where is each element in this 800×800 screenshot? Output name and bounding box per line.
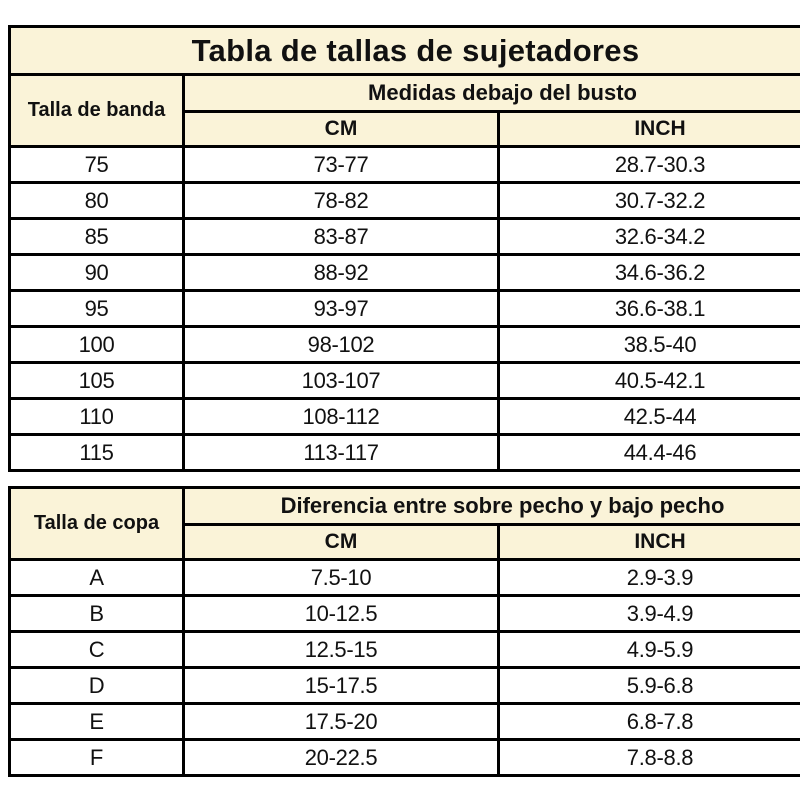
cup-size-table: Talla de copa Diferencia entre sobre pec…: [8, 486, 800, 777]
row-label-cell: F: [8, 738, 185, 777]
cup-group-header: Diferencia entre sobre pecho y bajo pech…: [181, 486, 800, 526]
value-cell: 34.6-36.2: [496, 253, 800, 292]
value-cell: 7.8-8.8: [496, 738, 800, 777]
table-row: 85 83-87 32.6-34.2: [8, 217, 800, 256]
header-row: Talla de banda Medidas debajo del busto: [8, 73, 800, 148]
row-label-cell: 95: [8, 289, 185, 328]
band-cm-column-header: CM: [182, 110, 500, 148]
value-cell: 5.9-6.8: [496, 666, 800, 705]
table-row: 100 98-102 38.5-40: [8, 325, 800, 364]
row-label-cell: 85: [8, 217, 185, 256]
row-label-cell: 80: [8, 181, 185, 220]
value-cell: 42.5-44: [496, 397, 800, 436]
table-row: 90 88-92 34.6-36.2: [8, 253, 800, 292]
table-row: 80 78-82 30.7-32.2: [8, 181, 800, 220]
row-label-cell: E: [8, 702, 185, 741]
table-row: C 12.5-15 4.9-5.9: [8, 630, 800, 669]
header-row: Talla de copa Diferencia entre sobre pec…: [8, 486, 800, 561]
cup-cm-column-header: CM: [182, 523, 500, 561]
table-row: F 20-22.5 7.8-8.8: [8, 738, 800, 777]
unit-header-row: CM INCH: [10, 110, 800, 148]
table-row: A 7.5-10 2.9-3.9: [8, 558, 800, 597]
value-cell: 88-92: [182, 253, 500, 292]
value-cell: 10-12.5: [182, 594, 500, 633]
band-size-table: Tabla de tallas de sujetadores Talla de …: [7, 25, 800, 472]
table-title-row: Tabla de tallas de sujetadores: [7, 25, 800, 76]
band-table-body: 75 73-77 28.7-30.3 80 78-82 30.7-32.2 85 83-87 3…: [8, 145, 800, 472]
value-cell: 28.7-30.3: [496, 145, 800, 184]
value-cell: 36.6-38.1: [496, 289, 800, 328]
value-cell: 4.9-5.9: [496, 630, 800, 669]
row-label-cell: 100: [8, 325, 185, 364]
unit-header-row: CM INCH: [10, 523, 800, 561]
row-label-cell: B: [8, 594, 185, 633]
value-cell: 103-107: [182, 361, 500, 400]
row-label-cell: 75: [8, 145, 185, 184]
page-title: Tabla de tallas de sujetadores: [7, 25, 800, 76]
value-cell: 108-112: [182, 397, 500, 436]
row-label-cell: 90: [8, 253, 185, 292]
cup-inch-column-header: INCH: [496, 523, 800, 561]
value-cell: 38.5-40: [496, 325, 800, 364]
value-cell: 93-97: [182, 289, 500, 328]
table-row: 115 113-117 44.4-46: [8, 433, 800, 472]
row-label-cell: C: [8, 630, 185, 669]
value-cell: 98-102: [182, 325, 500, 364]
row-label-cell: A: [8, 558, 185, 597]
value-cell: 20-22.5: [182, 738, 500, 777]
table-row: E 17.5-20 6.8-7.8: [8, 702, 800, 741]
cup-size-corner-header: Talla de copa: [8, 486, 185, 561]
row-label-cell: 110: [8, 397, 185, 436]
value-cell: 83-87: [182, 217, 500, 256]
cup-table-body: A 7.5-10 2.9-3.9 B 10-12.5 3.9-4.9 C 12.5-15 4.9…: [8, 558, 800, 777]
table-row: 75 73-77 28.7-30.3: [8, 145, 800, 184]
table-row: 95 93-97 36.6-38.1: [8, 289, 800, 328]
value-cell: 15-17.5: [182, 666, 500, 705]
row-label-cell: 105: [8, 361, 185, 400]
table-row: B 10-12.5 3.9-4.9: [8, 594, 800, 633]
table-row: 110 108-112 42.5-44: [8, 397, 800, 436]
value-cell: 32.6-34.2: [496, 217, 800, 256]
table-row: 105 103-107 40.5-42.1: [8, 361, 800, 400]
band-inch-column-header: INCH: [496, 110, 800, 148]
value-cell: 2.9-3.9: [496, 558, 800, 597]
value-cell: 12.5-15: [182, 630, 500, 669]
value-cell: 40.5-42.1: [496, 361, 800, 400]
row-label-cell: D: [8, 666, 185, 705]
value-cell: 73-77: [182, 145, 500, 184]
value-cell: 113-117: [182, 433, 500, 472]
table-row: D 15-17.5 5.9-6.8: [8, 666, 800, 705]
value-cell: 78-82: [182, 181, 500, 220]
value-cell: 7.5-10: [182, 558, 500, 597]
band-group-header: Medidas debajo del busto: [181, 73, 800, 113]
row-label-cell: 115: [8, 433, 185, 472]
value-cell: 6.8-7.8: [496, 702, 800, 741]
value-cell: 44.4-46: [496, 433, 800, 472]
value-cell: 3.9-4.9: [496, 594, 800, 633]
value-cell: 30.7-32.2: [496, 181, 800, 220]
band-size-corner-header: Talla de banda: [8, 73, 185, 148]
value-cell: 17.5-20: [182, 702, 500, 741]
